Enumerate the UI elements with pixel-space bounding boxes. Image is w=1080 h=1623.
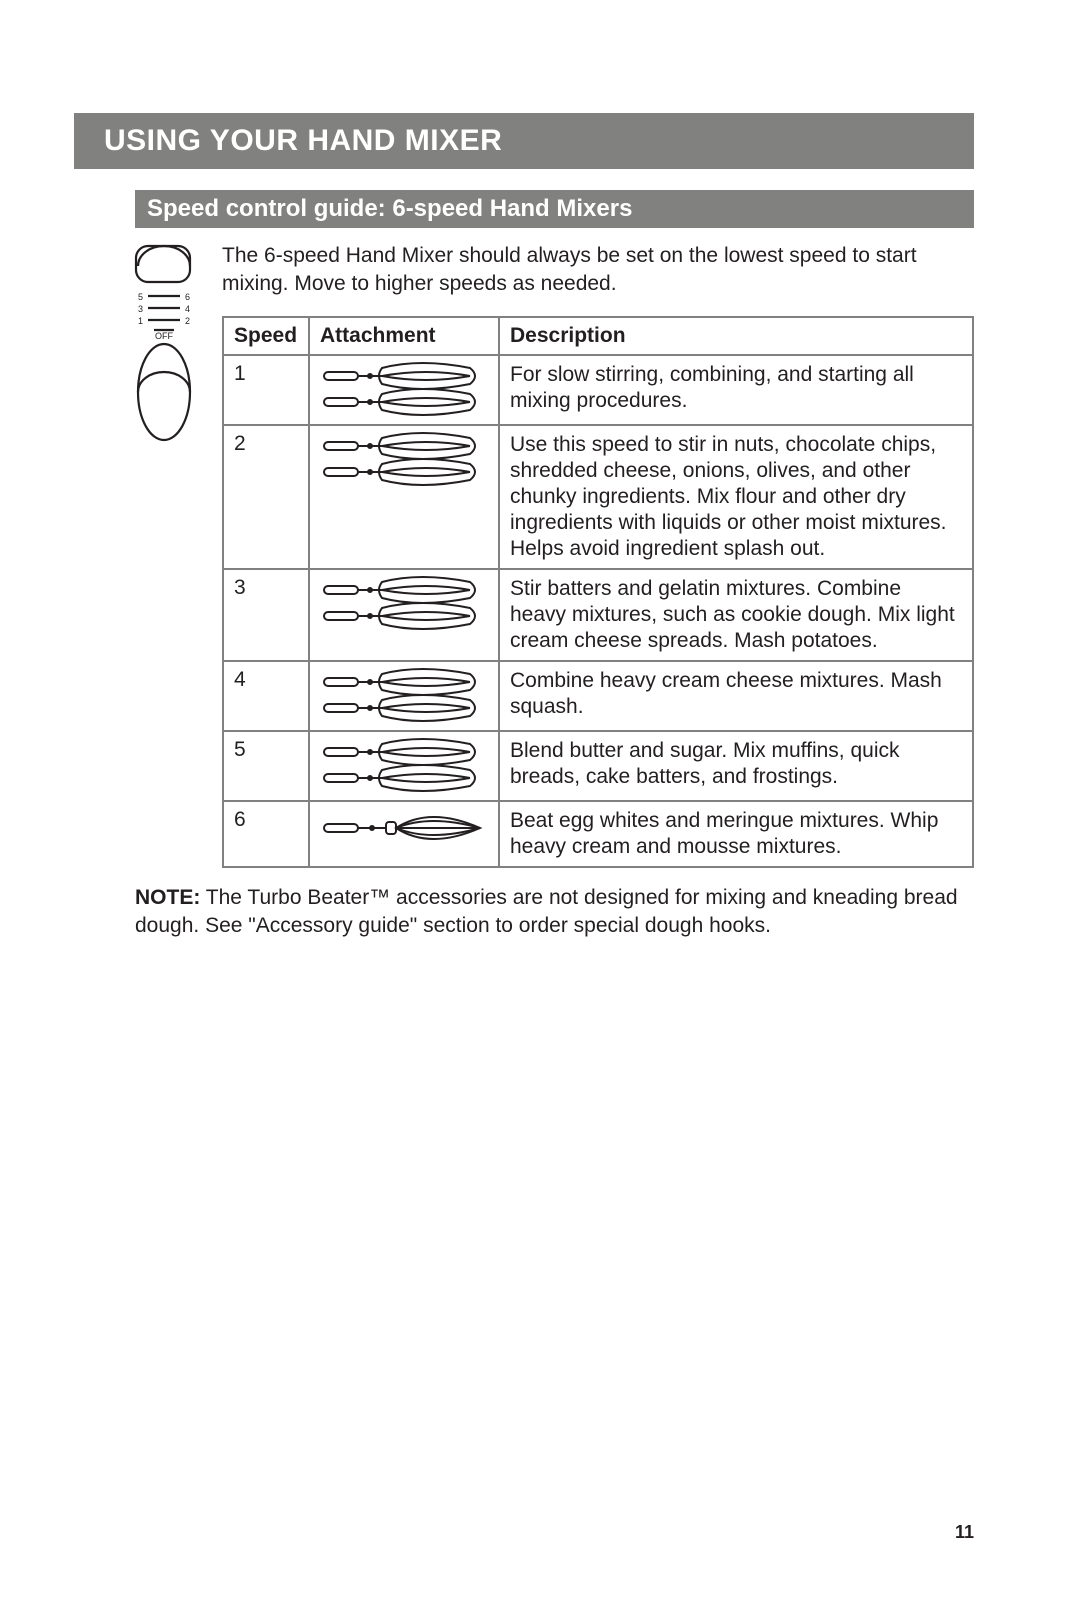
double-beater-icon xyxy=(320,576,490,632)
section-header-band: USING YOUR HAND MIXER xyxy=(74,113,974,169)
dial-label-2: 2 xyxy=(185,316,190,326)
description-cell: Beat egg whites and meringue mixtures. W… xyxy=(499,801,973,867)
speed-cell: 6 xyxy=(223,801,309,867)
speed-cell: 1 xyxy=(223,355,309,425)
col-speed: Speed xyxy=(223,317,309,355)
intro-text: The 6-speed Hand Mixer should always be … xyxy=(222,242,974,298)
attachment-cell xyxy=(309,801,499,867)
description-cell: For slow stirring, combining, and starti… xyxy=(499,355,973,425)
speed-table: Speed Attachment Description 1 For slow … xyxy=(222,316,974,868)
double-beater-icon xyxy=(320,738,490,794)
speed-cell: 2 xyxy=(223,425,309,569)
speed-cell: 4 xyxy=(223,661,309,731)
table-row: 1 For slow stirring, combining, and star… xyxy=(223,355,973,425)
subsection-title: Speed control guide: 6-speed Hand Mixers xyxy=(147,195,632,223)
dial-label-6: 6 xyxy=(185,292,190,302)
description-cell: Blend butter and sugar. Mix muffins, qui… xyxy=(499,731,973,801)
table-header-row: Speed Attachment Description xyxy=(223,317,973,355)
speed-cell: 5 xyxy=(223,731,309,801)
page-number: 11 xyxy=(955,1522,974,1543)
manual-page: USING YOUR HAND MIXER Speed control guid… xyxy=(0,0,1080,1623)
attachment-cell xyxy=(309,355,499,425)
dial-label-4: 4 xyxy=(185,304,190,314)
attachment-cell xyxy=(309,569,499,661)
speed-cell: 3 xyxy=(223,569,309,661)
table-row: 5 Blend butter and sugar. Mix muffins, q… xyxy=(223,731,973,801)
section-header-title: USING YOUR HAND MIXER xyxy=(104,124,502,158)
note-body: The Turbo Beater™ accessories are not de… xyxy=(135,886,958,937)
speed-dial-icon: 5 6 3 4 1 2 OFF xyxy=(128,242,200,462)
description-cell: Combine heavy cream cheese mixtures. Mas… xyxy=(499,661,973,731)
whisk-icon xyxy=(320,808,490,848)
attachment-cell xyxy=(309,661,499,731)
dial-label-1: 1 xyxy=(138,316,143,326)
table-row: 4 Combine heavy cream cheese mixtures. M… xyxy=(223,661,973,731)
attachment-cell xyxy=(309,731,499,801)
speed-dial-diagram: 5 6 3 4 1 2 OFF xyxy=(128,242,200,462)
table-row: 6 Beat egg whites and meringue mixtures.… xyxy=(223,801,973,867)
speed-table-wrap: Speed Attachment Description 1 For slow … xyxy=(222,316,974,868)
col-description: Description xyxy=(499,317,973,355)
double-beater-icon xyxy=(320,432,490,488)
description-cell: Use this speed to stir in nuts, chocolat… xyxy=(499,425,973,569)
subsection-header: Speed control guide: 6-speed Hand Mixers xyxy=(135,190,974,228)
dial-label-3: 3 xyxy=(138,304,143,314)
note-text: NOTE: The Turbo Beater™ accessories are … xyxy=(135,884,974,940)
note-label: NOTE: xyxy=(135,886,200,909)
col-attachment: Attachment xyxy=(309,317,499,355)
double-beater-icon xyxy=(320,362,490,418)
dial-label-off: OFF xyxy=(155,331,173,341)
table-row: 3 Stir batters and gelatin mixtures. Com… xyxy=(223,569,973,661)
double-beater-icon xyxy=(320,668,490,724)
dial-label-5: 5 xyxy=(138,292,143,302)
attachment-cell xyxy=(309,425,499,569)
table-row: 2 Use this speed to stir in nuts, chocol… xyxy=(223,425,973,569)
description-cell: Stir batters and gelatin mixtures. Combi… xyxy=(499,569,973,661)
